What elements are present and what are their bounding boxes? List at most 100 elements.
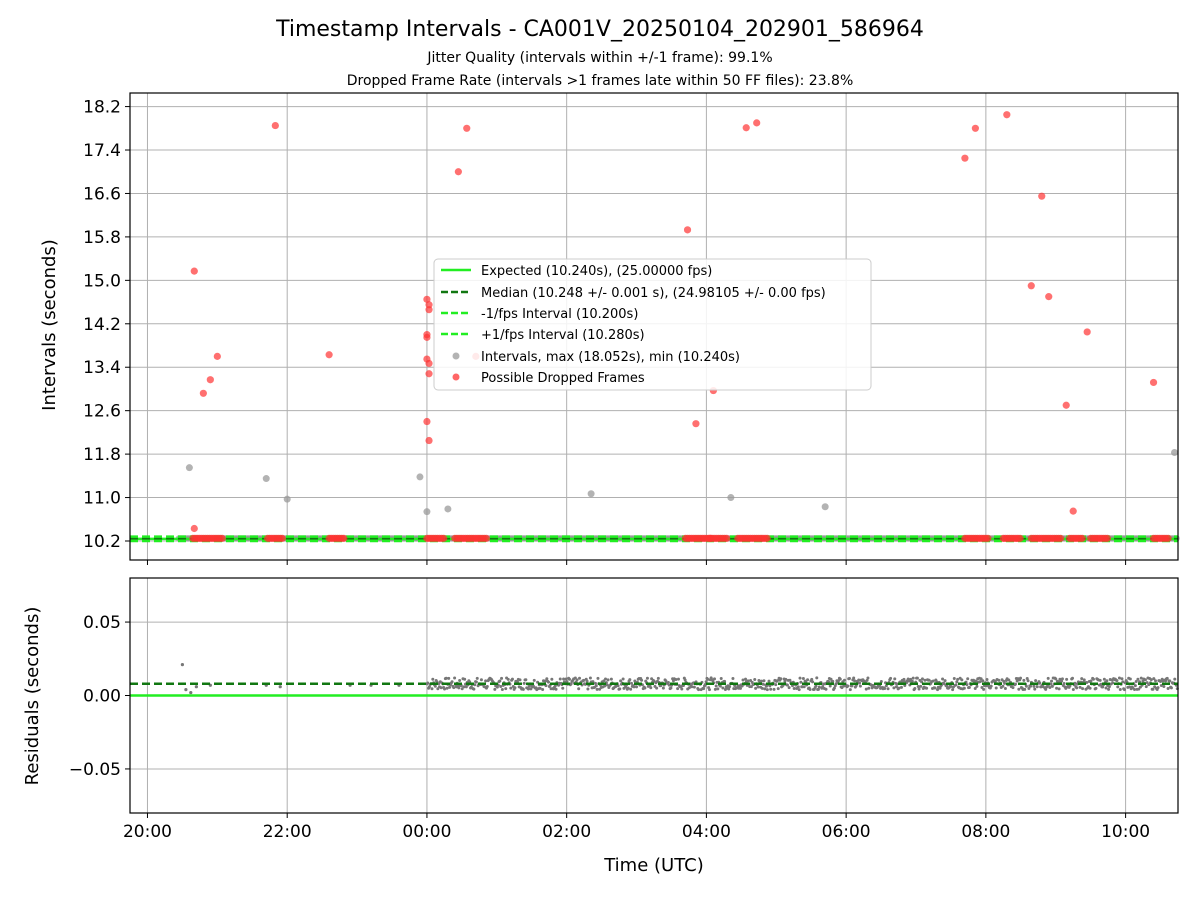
residual-point [848, 688, 852, 692]
residual-point [865, 678, 869, 682]
residual-point [910, 679, 914, 683]
residual-point [713, 687, 717, 691]
residual-point [498, 679, 502, 683]
residual-point [1001, 684, 1005, 688]
x-tick-label: 02:00 [542, 822, 591, 842]
residuals-y-tick-label: 0.00 [83, 687, 121, 707]
residual-point [749, 685, 753, 689]
intervals-y-tick-label: 14.2 [83, 315, 121, 335]
residual-point [1107, 685, 1111, 689]
residual-point [784, 677, 788, 681]
residual-point [184, 688, 188, 692]
residual-point [1121, 680, 1125, 684]
dropped-frame-point [213, 352, 221, 360]
residual-point [1038, 681, 1042, 685]
residual-point [979, 677, 983, 681]
residual-point [1115, 679, 1119, 683]
residual-point [1060, 677, 1064, 681]
intervals-y-tick-label: 11.0 [83, 489, 121, 509]
residual-point [1107, 687, 1111, 691]
residual-point [814, 684, 818, 688]
residual-point [1060, 679, 1064, 683]
residual-point [1091, 677, 1095, 681]
residual-point [1035, 685, 1039, 689]
residual-point [779, 677, 783, 681]
x-tick-label: 06:00 [822, 822, 871, 842]
residual-point [1056, 680, 1060, 684]
residual-point [952, 677, 956, 681]
residual-point [915, 676, 919, 680]
residual-point [626, 686, 630, 690]
residual-point [577, 687, 581, 691]
residual-point [594, 684, 598, 688]
residual-point [994, 686, 998, 690]
residual-point [1065, 677, 1069, 681]
interval-outlier-point [727, 494, 735, 502]
residual-point [1099, 682, 1103, 686]
residual-point [596, 676, 600, 680]
residual-point [911, 676, 915, 680]
residuals-y-axis-label: Residuals (seconds) [22, 607, 43, 786]
intervals-y-tick-label: 12.6 [83, 402, 121, 422]
dropped-frame-cluster-point [763, 534, 771, 542]
residual-point [427, 685, 431, 689]
x-tick-label: 04:00 [682, 822, 731, 842]
dropped-frame-cluster-point [1078, 534, 1086, 542]
residual-point [1116, 685, 1120, 689]
residual-point [485, 684, 489, 688]
residual-point [585, 679, 589, 683]
x-tick-label: 08:00 [961, 822, 1010, 842]
dropped-frame-point [190, 267, 198, 275]
residual-point [1144, 685, 1148, 689]
residual-point [824, 687, 828, 691]
residual-point [775, 679, 779, 683]
residual-point [760, 686, 764, 690]
residual-point [593, 681, 597, 685]
residual-point [632, 685, 636, 689]
residual-point [894, 685, 898, 689]
intervals-y-tick-label: 18.2 [83, 98, 121, 118]
residual-point [1173, 677, 1177, 681]
dropped-frame-rate-subtitle: Dropped Frame Rate (intervals >1 frames … [347, 73, 854, 89]
residual-point [810, 677, 814, 681]
residual-point [569, 682, 573, 686]
dropped-frame-point [971, 124, 979, 132]
dropped-frame-point [753, 119, 761, 127]
residual-point [550, 677, 554, 681]
residual-point [716, 687, 720, 691]
residuals-axes-frame [129, 577, 1179, 814]
residual-point [1102, 677, 1106, 681]
residual-point [1156, 686, 1160, 690]
residual-point [1089, 679, 1093, 683]
residual-point [966, 677, 970, 681]
residual-point [543, 679, 547, 683]
residual-point [1071, 688, 1075, 692]
residual-point [522, 681, 526, 685]
residual-point [1101, 685, 1105, 689]
residual-point [811, 680, 815, 684]
dropped-frame-cluster-point [984, 534, 992, 542]
residual-point [1078, 685, 1082, 689]
intervals-axes-frame [129, 92, 1179, 561]
residual-point [1145, 681, 1149, 685]
residual-point [180, 663, 184, 667]
residual-point [1149, 678, 1153, 682]
x-axis-label: Time (UTC) [603, 855, 704, 876]
residual-point [529, 687, 533, 691]
residual-point [621, 677, 625, 681]
intervals-y-axis-label: Intervals (seconds) [39, 239, 60, 411]
residual-point [889, 676, 893, 680]
residual-point [721, 686, 725, 690]
legend-intervals-swatch [452, 352, 460, 360]
dropped-frame-point [1038, 192, 1046, 200]
residual-point [457, 686, 461, 690]
residual-point [1105, 679, 1109, 683]
residual-point [749, 678, 753, 682]
residual-point [893, 677, 897, 681]
residual-point [1062, 681, 1066, 685]
residual-point [1071, 676, 1075, 680]
residual-point [452, 686, 456, 690]
residual-point [1120, 677, 1124, 681]
residual-point [1055, 686, 1059, 690]
residual-point [816, 687, 820, 691]
